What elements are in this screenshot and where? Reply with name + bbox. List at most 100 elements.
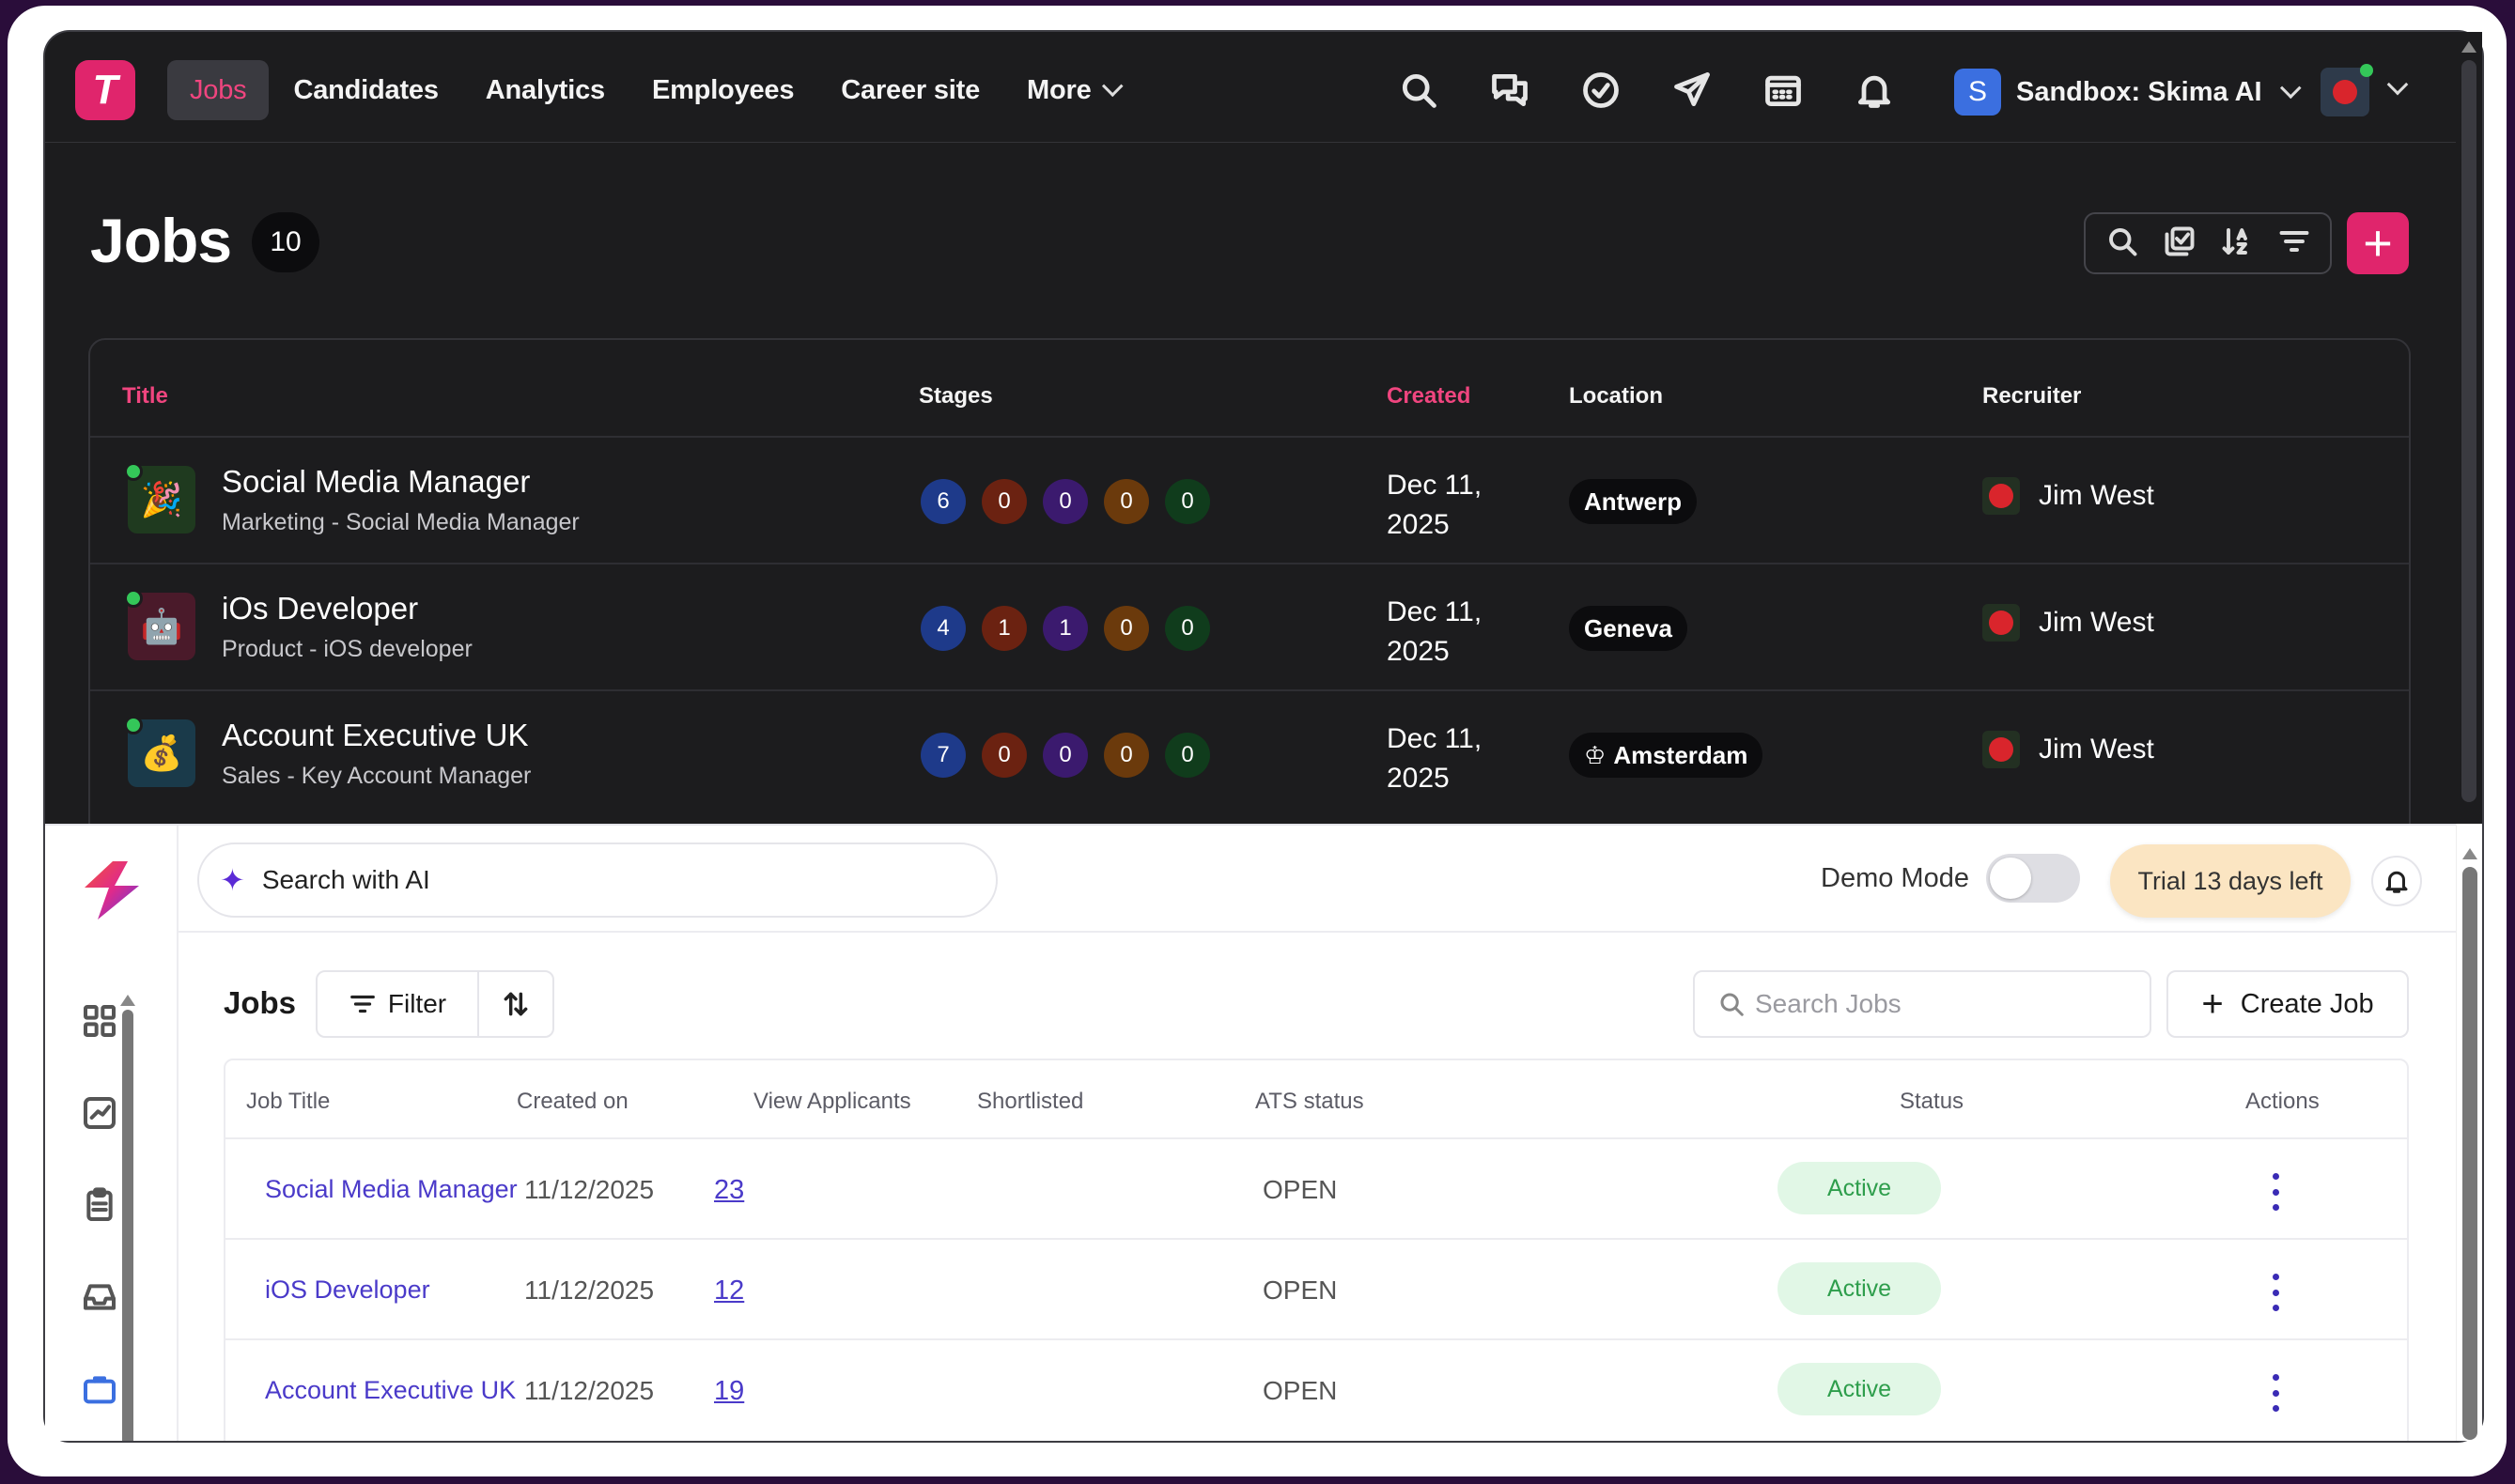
sidebar xyxy=(45,826,179,1441)
stage-badge[interactable]: 0 xyxy=(982,479,1027,524)
ai-search-bar[interactable]: ✦ Search with AI xyxy=(197,842,998,918)
more-actions-icon[interactable] xyxy=(2266,1173,2285,1211)
column-header-title[interactable]: Title xyxy=(122,383,168,409)
stage-badge[interactable]: 0 xyxy=(982,733,1027,778)
stage-badge[interactable]: 1 xyxy=(982,606,1027,651)
table-row[interactable]: Social Media Manager 11/12/2025 23 OPEN … xyxy=(225,1137,2407,1238)
inbox-icon[interactable] xyxy=(81,1278,126,1323)
location-label: Geneva xyxy=(1584,613,1672,642)
job-subtitle: Sales - Key Account Manager xyxy=(222,763,532,789)
sidebar-scrollbar[interactable] xyxy=(122,1010,133,1441)
job-title-link[interactable]: Social Media Manager xyxy=(265,1175,518,1203)
chevron-down-icon[interactable] xyxy=(2386,73,2409,96)
search-jobs-field[interactable] xyxy=(1693,970,2151,1038)
job-title[interactable]: iOs Developer xyxy=(222,591,419,626)
job-title-link[interactable]: Account Executive UK xyxy=(265,1376,517,1404)
nav-more-label: More xyxy=(1027,74,1092,105)
top-navbar: T Jobs Candidates Analytics Employees Ca… xyxy=(45,32,2456,143)
stage-badge[interactable]: 7 xyxy=(921,733,966,778)
created-year-line: 2025 xyxy=(1387,636,1450,667)
trial-badge[interactable]: Trial 13 days left xyxy=(2110,844,2351,918)
created-date-line: Dec 11, xyxy=(1387,596,1483,627)
column-header-view-applicants: View Applicants xyxy=(753,1089,911,1114)
nav-employees[interactable]: Employees xyxy=(651,74,795,105)
stage-badge[interactable]: 4 xyxy=(921,606,966,651)
stage-counts: 6 0 0 0 0 xyxy=(921,479,1226,524)
send-icon[interactable] xyxy=(1662,60,1722,120)
created-date-line: Dec 11, xyxy=(1387,470,1483,501)
stage-badge[interactable]: 0 xyxy=(1043,479,1088,524)
select-icon[interactable] xyxy=(2163,224,2197,263)
stage-badge[interactable]: 0 xyxy=(1043,733,1088,778)
created-on: 11/12/2025 xyxy=(524,1275,655,1305)
add-job-button[interactable]: + xyxy=(2347,212,2409,274)
search-jobs-input[interactable] xyxy=(1755,989,2131,1019)
briefcase-icon[interactable] xyxy=(81,1370,126,1415)
stage-badge[interactable]: 0 xyxy=(1165,479,1210,524)
calendar-icon[interactable] xyxy=(1753,60,1813,120)
table-row[interactable]: Account Executive UK 11/12/2025 19 OPEN … xyxy=(225,1338,2407,1439)
bell-icon[interactable] xyxy=(1844,60,1904,120)
filter-icon xyxy=(350,995,375,1013)
scrollbar-thumb[interactable] xyxy=(2462,867,2477,1440)
chat-icon[interactable] xyxy=(1480,60,1540,120)
stage-badge[interactable]: 1 xyxy=(1043,606,1088,651)
clipboard-icon[interactable] xyxy=(81,1186,126,1231)
filter-icon[interactable] xyxy=(2277,224,2311,263)
stage-badge[interactable]: 0 xyxy=(1104,733,1149,778)
create-job-button[interactable]: + Create Job xyxy=(2166,970,2409,1038)
applicants-link[interactable]: 19 xyxy=(714,1376,745,1406)
sort-button[interactable] xyxy=(479,972,552,1036)
filter-button[interactable]: Filter xyxy=(318,972,479,1036)
workspace-switcher[interactable]: S Sandbox: Skima AI xyxy=(1954,66,2302,118)
job-title[interactable]: Account Executive UK xyxy=(222,718,529,752)
applicants-link[interactable]: 12 xyxy=(714,1275,745,1306)
grid-icon[interactable] xyxy=(81,1002,126,1047)
more-actions-icon[interactable] xyxy=(2266,1374,2285,1412)
scrollbar-thumb[interactable] xyxy=(2461,60,2476,802)
stage-badge[interactable]: 0 xyxy=(1104,606,1149,651)
scroll-up-icon[interactable] xyxy=(120,995,135,1006)
skima-logo[interactable] xyxy=(77,859,147,921)
nav-more[interactable]: More xyxy=(1004,60,1139,120)
column-header-created[interactable]: Created xyxy=(1387,383,1471,409)
chart-icon[interactable] xyxy=(81,1094,126,1139)
job-title[interactable]: Social Media Manager xyxy=(222,464,531,499)
applicants-link[interactable]: 23 xyxy=(714,1175,745,1205)
main-nav: Jobs Candidates Analytics Employees Care… xyxy=(167,60,1141,120)
check-circle-icon[interactable] xyxy=(1571,60,1631,120)
scroll-up-icon[interactable] xyxy=(2462,848,2477,859)
sort-az-icon[interactable] xyxy=(2220,224,2254,263)
stage-badge[interactable]: 6 xyxy=(921,479,966,524)
notifications-button[interactable] xyxy=(2371,856,2422,906)
nav-jobs[interactable]: Jobs xyxy=(167,60,270,120)
user-avatar[interactable] xyxy=(2321,64,2373,116)
status-dot xyxy=(124,589,143,608)
nav-candidates[interactable]: Candidates xyxy=(293,74,439,105)
job-title-link[interactable]: iOS Developer xyxy=(265,1275,430,1304)
app-logo[interactable]: T xyxy=(75,60,135,120)
search-icon[interactable] xyxy=(2105,224,2139,263)
table-row[interactable]: iOS Developer 11/12/2025 12 OPEN Active xyxy=(225,1238,2407,1338)
recruiter-name: Jim West xyxy=(2039,480,2154,511)
robot-icon: 🤖 xyxy=(140,607,183,645)
ats-app: T Jobs Candidates Analytics Employees Ca… xyxy=(45,32,2456,824)
stage-badge[interactable]: 0 xyxy=(1165,606,1210,651)
table-row[interactable]: 💰 Account Executive UK Sales - Key Accou… xyxy=(90,689,2409,816)
bottom-scrollbar[interactable] xyxy=(2456,824,2482,1441)
demo-mode-toggle[interactable] xyxy=(1986,854,2080,903)
top-scrollbar[interactable] xyxy=(2456,32,2482,824)
stage-badge[interactable]: 0 xyxy=(1165,733,1210,778)
column-header-location: Location xyxy=(1569,383,1663,409)
more-actions-icon[interactable] xyxy=(2266,1274,2285,1311)
table-row[interactable]: 🤖 iOs Developer Product - iOS developer … xyxy=(90,563,2409,689)
table-row[interactable]: 🎉 Social Media Manager Marketing - Socia… xyxy=(90,436,2409,563)
chevron-down-icon xyxy=(1101,75,1124,98)
search-icon[interactable] xyxy=(1389,60,1449,120)
recruiter-name: Jim West xyxy=(2039,607,2154,638)
jobs-table: Title Stages Created Location Recruiter … xyxy=(88,338,2411,824)
nav-career-site[interactable]: Career site xyxy=(841,74,981,105)
scroll-up-icon[interactable] xyxy=(2461,41,2476,53)
stage-badge[interactable]: 0 xyxy=(1104,479,1149,524)
nav-analytics[interactable]: Analytics xyxy=(485,74,605,105)
